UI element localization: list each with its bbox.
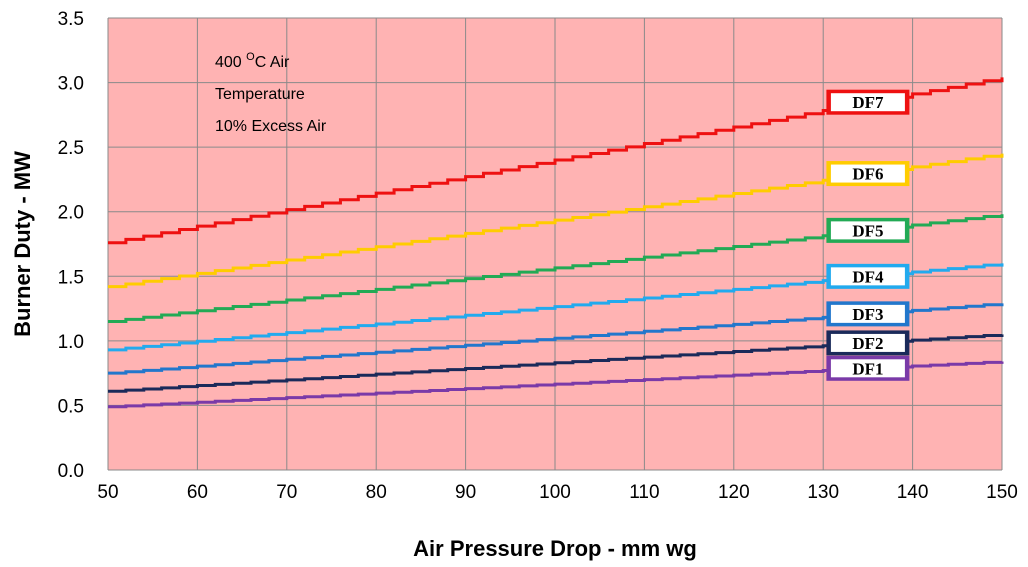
series-labels: DF7 DF6 DF5 DF4 DF3 DF2 DF1 — [826, 89, 910, 381]
series-label-df6: DF6 — [852, 165, 883, 184]
x-tick-label: 70 — [276, 482, 297, 503]
x-tick-label: 50 — [97, 482, 118, 503]
x-tick-label: 60 — [187, 482, 208, 503]
y-tick-label: 0.5 — [58, 396, 84, 417]
series-label-box-df5 — [830, 221, 905, 240]
y-tick-label: 3.5 — [58, 9, 84, 30]
series-label-df2: DF2 — [852, 334, 883, 353]
x-tick-label: 140 — [897, 482, 929, 503]
x-tick-label: 110 — [629, 482, 659, 503]
series-label-df5: DF5 — [852, 221, 883, 240]
y-tick-label: 1.0 — [58, 332, 84, 353]
y-tick-label: 3.0 — [58, 74, 84, 95]
x-tick-label: 80 — [366, 482, 387, 503]
x-tick-label: 100 — [539, 482, 571, 503]
annotation-line3: 10% Excess Air — [215, 118, 327, 135]
x-tick-label: 150 — [986, 482, 1018, 503]
y-tick-label: 2.5 — [58, 138, 84, 159]
series-label-box-df3 — [830, 304, 905, 323]
series-label-box-df4 — [830, 267, 905, 286]
series-label-df4: DF4 — [852, 267, 884, 286]
series-label-box-df7 — [830, 93, 905, 112]
series-label-df1: DF1 — [852, 359, 883, 378]
y-tick-label: 1.5 — [58, 267, 84, 288]
y-tick-label: 0.0 — [58, 461, 84, 482]
annotation-line2: Temperature — [215, 86, 305, 103]
x-tick-label: 120 — [718, 482, 750, 503]
series-label-box-df6 — [830, 164, 905, 183]
series-label-df7: DF7 — [852, 93, 884, 112]
series-label-box-df2 — [830, 333, 905, 352]
x-tick-label: 90 — [455, 482, 476, 503]
y-tick-labels: 0.0 0.5 1.0 1.5 2.0 2.5 3.0 3.5 — [58, 9, 84, 482]
y-tick-label: 2.0 — [58, 203, 84, 224]
series-label-df3: DF3 — [852, 305, 883, 324]
x-tick-label: 130 — [807, 482, 839, 503]
y-axis-title: Burner Duty - MW — [10, 151, 35, 337]
annotation-line1: 400 OC Air — [215, 51, 290, 71]
x-tick-labels: 50 60 70 80 90 100 110 120 130 140 150 — [97, 482, 1017, 503]
x-axis-title: Air Pressure Drop - mm wg — [413, 536, 697, 561]
series-label-box-df1 — [830, 359, 905, 378]
